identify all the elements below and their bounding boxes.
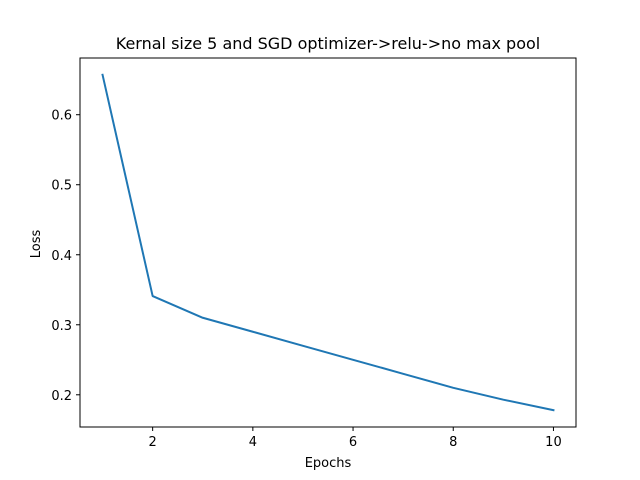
series-line-1	[101, 73, 555, 412]
y-tick-label: 0.6	[51, 109, 72, 124]
x-tick-label: 10	[545, 435, 562, 450]
plot-area: 2 4 6 8 10 0.2 0.3 0.4 0.5 0.6	[51, 57, 577, 450]
x-tick-label: 2	[149, 435, 157, 450]
x-tick-label: 6	[349, 435, 357, 450]
y-tick-label: 0.3	[51, 319, 72, 334]
x-axis-label: Epochs	[305, 456, 352, 471]
y-tick-label: 0.4	[51, 249, 72, 264]
x-tick-label: 8	[449, 435, 457, 450]
plot-frame	[79, 57, 577, 428]
x-tick-label: 4	[249, 435, 257, 450]
y-tick-label: 0.2	[51, 389, 72, 404]
chart-title: Kernal size 5 and SGD optimizer->relu->n…	[116, 34, 540, 53]
y-tick-label: 0.5	[51, 179, 72, 194]
y-axis-label: Loss	[29, 230, 44, 259]
